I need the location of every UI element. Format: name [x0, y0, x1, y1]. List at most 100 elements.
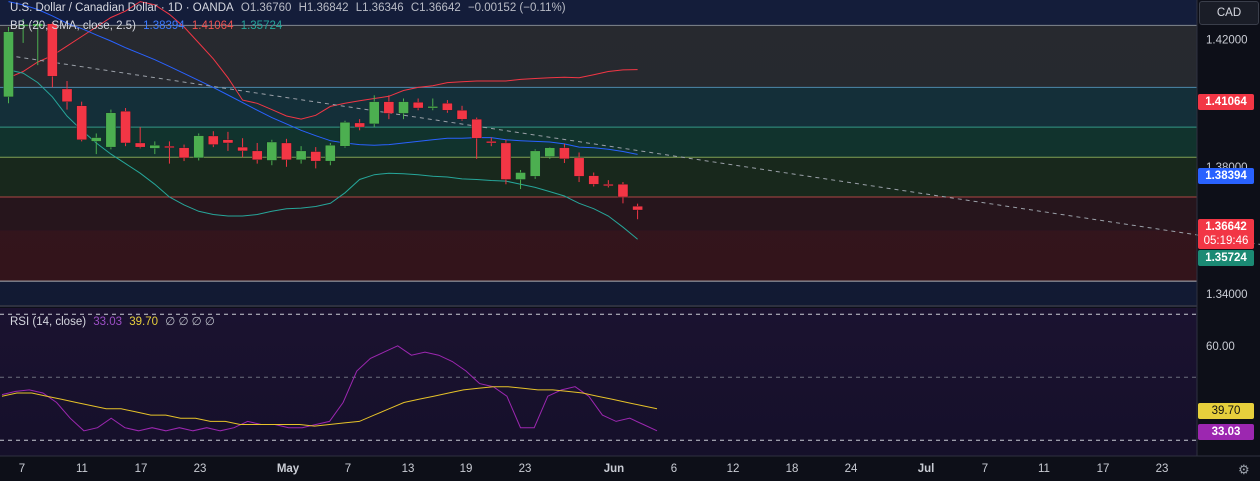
time-tick-label: 7	[19, 463, 25, 475]
candle-body	[222, 139, 234, 144]
candle[interactable]	[135, 127, 146, 149]
candle-body	[164, 145, 175, 148]
candle-body	[61, 88, 73, 102]
candle[interactable]	[281, 138, 292, 167]
candle[interactable]	[149, 141, 160, 155]
candle-body	[354, 122, 365, 128]
candle-body	[105, 112, 117, 148]
candle-body	[456, 110, 468, 120]
candle-body	[617, 184, 629, 198]
candle-body	[76, 105, 87, 140]
candle-body	[559, 147, 570, 160]
candle-body	[252, 150, 263, 160]
candle[interactable]	[500, 139, 512, 185]
bb-legend[interactable]: BB (20, SMA, close, 2.5) 1.38394 1.41064…	[10, 20, 286, 32]
candle[interactable]	[427, 98, 438, 111]
ohlc-change: −0.00152 (−0.11%)	[467, 2, 566, 14]
rsi-tick-label: 60.00	[1206, 341, 1235, 353]
candle[interactable]	[17, 19, 29, 43]
candle[interactable]	[208, 131, 219, 148]
candle-body	[325, 145, 336, 162]
rsi-line[interactable]	[1, 345, 658, 432]
candle-body	[486, 141, 497, 144]
candle[interactable]	[456, 105, 468, 121]
symbol-header: U.S. Dollar / Canadian Dollar · 1D · OAN…	[10, 2, 570, 14]
settings-gear-icon[interactable]: ⚙	[1238, 462, 1250, 477]
candle[interactable]	[3, 27, 14, 104]
candle[interactable]	[398, 98, 409, 120]
bb-label: BB (20, SMA, close, 2.5)	[10, 20, 136, 32]
candle-body	[544, 147, 555, 157]
candle-body	[208, 135, 219, 145]
candle[interactable]	[486, 137, 497, 147]
candle[interactable]	[310, 147, 321, 169]
candle[interactable]	[325, 142, 336, 166]
candle[interactable]	[530, 149, 541, 179]
candle[interactable]	[588, 172, 599, 187]
candle-body	[383, 101, 395, 114]
time-tick-label: 11	[76, 463, 88, 475]
candle[interactable]	[617, 182, 629, 204]
candle-body	[135, 142, 146, 148]
candle[interactable]	[164, 141, 175, 164]
time-tick-label: 17	[135, 463, 148, 475]
candle-body	[573, 157, 585, 177]
candle-body	[530, 150, 541, 177]
candle[interactable]	[573, 152, 585, 183]
price-range-zone	[0, 25, 1197, 88]
candle[interactable]	[515, 169, 526, 190]
candle[interactable]	[237, 138, 248, 158]
candle-body	[17, 24, 29, 27]
candle[interactable]	[252, 142, 263, 164]
candle[interactable]	[471, 117, 482, 159]
candle[interactable]	[193, 133, 204, 161]
candle[interactable]	[383, 95, 395, 120]
price-tick-label: 1.42000	[1206, 35, 1248, 47]
candle[interactable]	[178, 144, 190, 162]
candle[interactable]	[354, 119, 365, 131]
candle[interactable]	[339, 120, 351, 148]
ohlc-high: H1.36842	[298, 2, 349, 14]
candle[interactable]	[91, 133, 102, 155]
currency-selector[interactable]: CAD	[1199, 1, 1259, 25]
time-tick-label: 12	[727, 463, 740, 475]
candle[interactable]	[544, 147, 555, 159]
candle[interactable]	[32, 20, 43, 66]
time-tick-label: Jul	[918, 463, 935, 475]
bb-upper-line[interactable]	[8, 1, 638, 120]
last-price-tag: 1.36642	[1198, 219, 1254, 235]
candle[interactable]	[559, 143, 570, 163]
candle[interactable]	[603, 180, 614, 188]
time-tick-label: 13	[402, 463, 415, 475]
candle-body	[91, 137, 102, 142]
candle[interactable]	[61, 81, 73, 110]
candle[interactable]	[76, 101, 87, 142]
price-tick-label: 1.34000	[1206, 289, 1248, 301]
candle[interactable]	[632, 203, 643, 220]
candle[interactable]	[266, 139, 277, 166]
candle[interactable]	[442, 100, 453, 113]
candle-body	[237, 146, 248, 152]
bb-lower-line[interactable]	[8, 69, 638, 240]
symbol-title[interactable]: U.S. Dollar / Canadian Dollar · 1D · OAN…	[10, 2, 234, 14]
time-tick-label: 24	[845, 463, 858, 475]
bb-lower-value: 1.35724	[240, 20, 283, 32]
candle-body	[588, 175, 599, 185]
candle[interactable]	[369, 95, 380, 128]
candle[interactable]	[47, 22, 58, 88]
time-tick-label: 7	[345, 463, 351, 475]
candle[interactable]	[295, 146, 307, 164]
bb-basis-line[interactable]	[8, 1, 638, 155]
bb-lower-price-tag: 1.35724	[1198, 250, 1254, 266]
bb-upper-value: 1.41064	[191, 20, 234, 32]
candle[interactable]	[105, 109, 117, 150]
candle[interactable]	[120, 108, 131, 147]
candle[interactable]	[222, 131, 234, 151]
rsi-ma-line[interactable]	[1, 386, 658, 427]
candle[interactable]	[412, 98, 424, 111]
rsi-legend[interactable]: RSI (14, close) 33.03 39.70 ∅ ∅ ∅ ∅	[10, 314, 219, 328]
trend-line[interactable]	[8, 55, 1260, 266]
time-tick-label: 11	[1038, 463, 1050, 475]
time-tick-label: 18	[786, 463, 799, 475]
